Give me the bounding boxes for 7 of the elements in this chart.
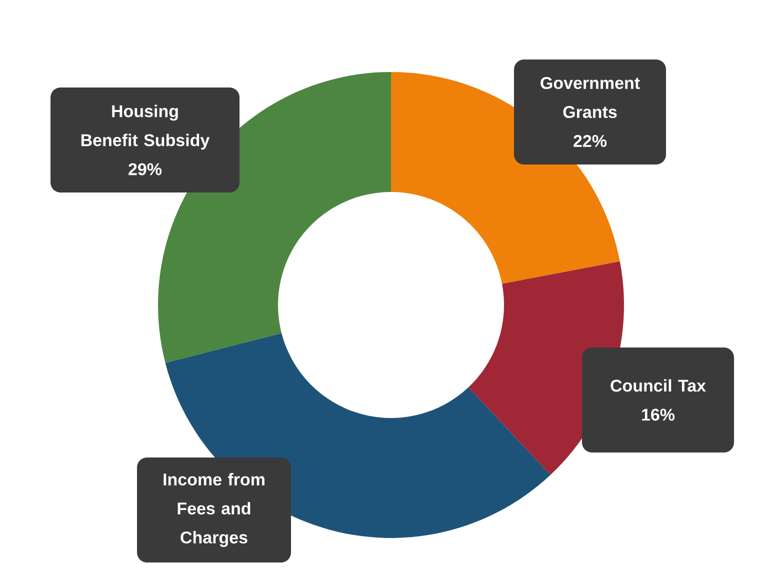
data-label: 16% (642, 408, 675, 421)
slice-label: Housing Benefit Subsidy (81, 104, 210, 150)
data-label: 22% (574, 134, 607, 147)
data-label: 29% (128, 163, 162, 176)
slice-label: Income from Fees and Charges (164, 473, 264, 547)
slice-label: Government Grants (540, 76, 640, 118)
slice-label: Council Tax (610, 379, 706, 392)
